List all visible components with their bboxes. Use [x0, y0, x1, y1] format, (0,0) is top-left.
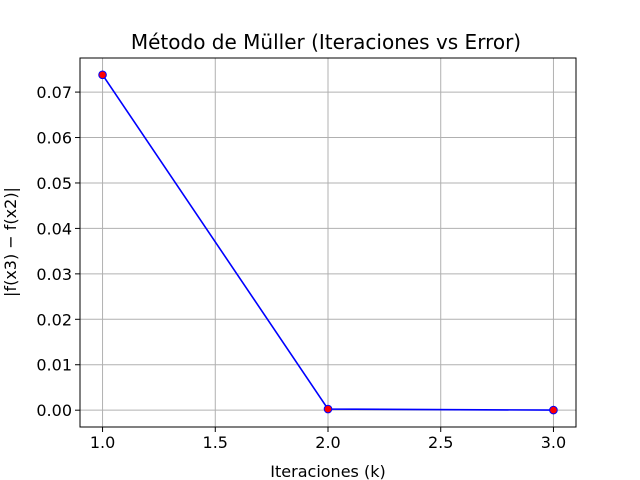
y-tick-label: 0.01 — [36, 356, 72, 375]
x-axis-ticks: 1.0 1.5 2.0 2.5 3.0 — [90, 427, 566, 452]
grid — [80, 58, 576, 427]
marker-layer — [98, 70, 558, 415]
y-tick-label: 0.07 — [36, 83, 72, 102]
y-tick-label: 0.02 — [36, 310, 72, 329]
x-tick-label: 3.0 — [541, 433, 566, 452]
x-axis-label: Iteraciones (k) — [270, 462, 385, 480]
data-point — [98, 70, 107, 80]
y-tick-label: 0.06 — [36, 129, 72, 148]
y-tick-label: 0.04 — [36, 219, 72, 238]
data-point — [549, 405, 558, 415]
y-tick-label: 0.05 — [36, 174, 72, 193]
data-point — [323, 404, 333, 414]
x-tick-label: 2.5 — [428, 433, 453, 452]
x-tick-label: 2.0 — [315, 433, 340, 452]
y-axis-label: |f(x3) − f(x2)| — [1, 187, 20, 297]
x-tick-label: 1.0 — [90, 433, 115, 452]
x-tick-label: 1.5 — [203, 433, 228, 452]
chart-title: Método de Müller (Iteraciones vs Error) — [131, 30, 521, 54]
y-tick-label: 0.00 — [36, 401, 72, 420]
y-axis-ticks: 0.00 0.01 0.02 0.03 0.04 0.05 0.06 0.07 — [36, 83, 80, 420]
y-tick-label: 0.03 — [36, 265, 72, 284]
